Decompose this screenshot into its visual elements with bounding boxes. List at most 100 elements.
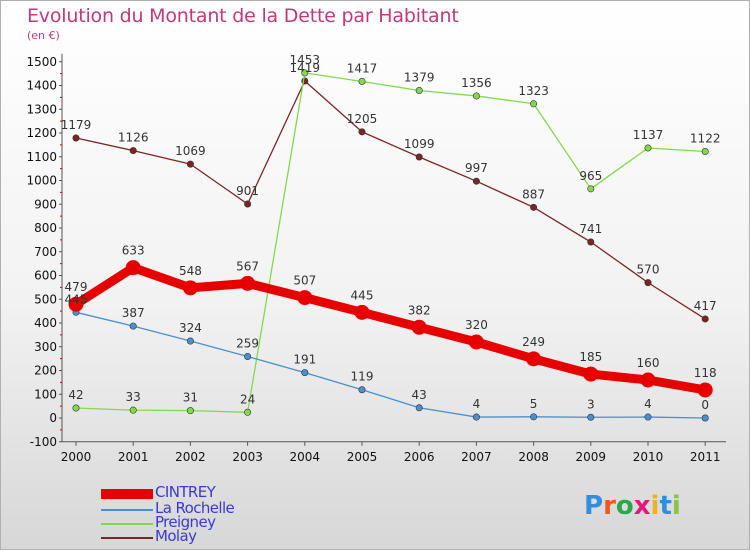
data-point-cintrey	[697, 382, 713, 398]
y-tick-label: 0	[49, 411, 57, 425]
chart-subtitle: (en €)	[27, 29, 60, 42]
data-point-cintrey	[526, 351, 542, 367]
data-point-molay	[472, 177, 480, 185]
logo-letter: t	[659, 491, 672, 521]
y-tick-label: 1000	[26, 174, 57, 188]
logo-letter: P	[584, 491, 604, 521]
data-point-cintrey	[125, 260, 141, 276]
data-point-preigney	[358, 77, 366, 85]
data-label-la-rochelle: 119	[351, 370, 374, 384]
x-tick-label: 2003	[232, 450, 263, 464]
data-label-preigney: 1137	[633, 128, 664, 142]
data-label-molay: 741	[579, 222, 602, 236]
data-point-la-rochelle	[644, 413, 652, 421]
data-point-preigney	[644, 144, 652, 152]
data-point-preigney	[472, 92, 480, 100]
data-point-molay	[244, 200, 252, 208]
y-tick-label: 1300	[26, 102, 57, 116]
x-tick-label: 2009	[576, 450, 607, 464]
data-point-la-rochelle	[186, 337, 194, 345]
legend-label-molay: Molay	[155, 527, 197, 545]
y-tick-label: 100	[34, 387, 57, 401]
data-point-preigney	[701, 148, 709, 156]
data-label-molay: 1205	[347, 112, 378, 126]
data-label-la-rochelle: 4	[644, 397, 652, 411]
x-tick-label: 2000	[61, 450, 92, 464]
data-point-preigney	[415, 86, 423, 94]
data-point-molay	[587, 238, 595, 246]
y-tick-label: 800	[34, 221, 57, 235]
data-label-preigney: 24	[240, 392, 255, 406]
data-point-cintrey	[68, 296, 84, 312]
data-point-la-rochelle	[530, 413, 538, 421]
data-label-preigney: 42	[68, 388, 83, 402]
series-line-cintrey	[71, 263, 710, 395]
logo-letter: o	[615, 491, 634, 521]
data-point-molay	[129, 147, 137, 155]
data-point-preigney	[244, 408, 252, 416]
data-point-molay	[415, 153, 423, 161]
data-point-cintrey	[411, 319, 427, 335]
data-label-la-rochelle: 191	[293, 353, 316, 367]
logo-letter: i	[650, 491, 660, 521]
x-tick-label: 2001	[118, 450, 149, 464]
data-label-cintrey: 185	[579, 350, 602, 364]
data-point-cintrey	[468, 334, 484, 350]
data-point-molay	[186, 160, 194, 168]
data-point-preigney	[301, 69, 309, 77]
data-point-molay	[72, 134, 80, 142]
data-label-molay: 997	[465, 161, 488, 175]
data-point-la-rochelle	[358, 386, 366, 394]
data-label-molay: 1126	[118, 131, 149, 145]
x-tick-label: 2010	[633, 450, 664, 464]
data-point-cintrey	[297, 290, 313, 306]
data-label-preigney: 1417	[347, 61, 378, 75]
y-tick-label: 200	[34, 364, 57, 378]
series-line-la-rochelle	[75, 311, 706, 419]
data-label-cintrey: 249	[522, 335, 545, 349]
legend-label-la-rochelle: La Rochelle	[155, 499, 235, 517]
data-label-preigney: 1356	[461, 76, 492, 90]
data-point-cintrey	[354, 304, 370, 320]
data-label-molay: 1179	[61, 118, 92, 132]
data-label-preigney: 1453	[290, 53, 321, 67]
y-tick-label: 400	[34, 316, 57, 330]
data-point-preigney	[129, 406, 137, 414]
data-label-cintrey: 567	[236, 259, 259, 273]
y-tick-label: 300	[34, 340, 57, 354]
data-label-cintrey: 160	[637, 356, 660, 370]
legend-swatch-la-rochelle	[101, 509, 153, 511]
x-tick-label: 2007	[461, 450, 492, 464]
data-label-la-rochelle: 5	[530, 397, 538, 411]
data-point-preigney	[72, 404, 80, 412]
legend-label-cintrey: CINTREY	[155, 483, 216, 501]
data-label-preigney: 31	[183, 391, 198, 405]
data-label-preigney: 965	[579, 169, 602, 183]
data-point-la-rochelle	[301, 369, 309, 377]
data-label-la-rochelle: 324	[179, 321, 202, 335]
data-label-molay: 1419	[290, 61, 321, 75]
data-point-preigney	[186, 407, 194, 415]
y-tick-label: 1500	[26, 55, 57, 69]
data-label-la-rochelle: 0	[701, 398, 709, 412]
data-label-la-rochelle: 259	[236, 336, 259, 350]
x-tick-label: 2006	[404, 450, 435, 464]
data-point-la-rochelle	[415, 404, 423, 412]
data-label-preigney: 1379	[404, 70, 435, 84]
data-point-preigney	[587, 185, 595, 193]
data-label-cintrey: 118	[694, 366, 717, 380]
data-label-molay: 887	[522, 187, 545, 201]
series-line-preigney	[75, 72, 706, 413]
data-point-la-rochelle	[472, 413, 480, 421]
data-label-cintrey: 382	[408, 303, 431, 317]
x-tick-label: 2011	[690, 450, 721, 464]
data-label-la-rochelle: 4	[473, 397, 481, 411]
data-point-la-rochelle	[587, 413, 595, 421]
data-label-cintrey: 633	[122, 244, 145, 258]
x-tick-label: 2008	[518, 450, 549, 464]
data-point-cintrey	[583, 366, 599, 382]
data-point-la-rochelle	[244, 352, 252, 360]
data-point-cintrey	[640, 372, 656, 388]
data-label-preigney: 1122	[690, 132, 721, 146]
